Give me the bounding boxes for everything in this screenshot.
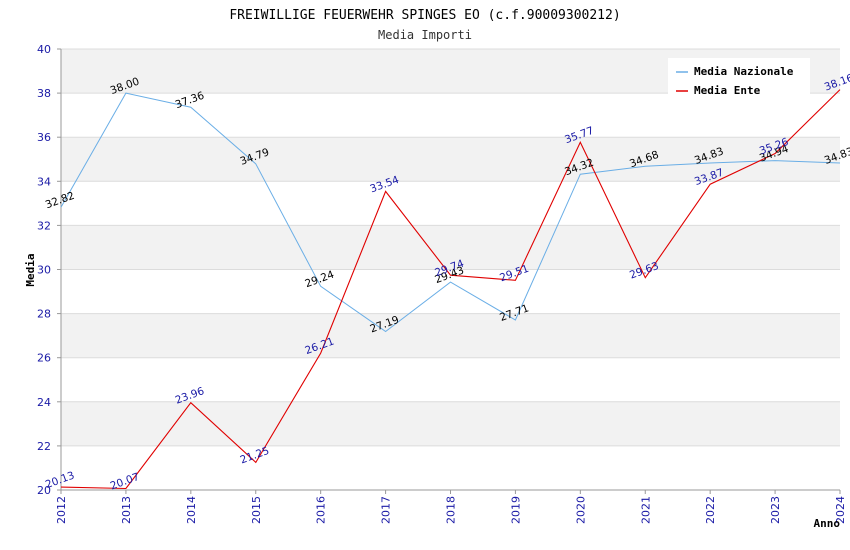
y-tick-label: 28: [37, 308, 51, 321]
y-tick-label: 36: [37, 131, 51, 144]
x-tick-label: 2013: [120, 496, 133, 524]
axes: [57, 48, 841, 494]
y-tick-label: 30: [37, 264, 51, 277]
y-tick-label: 20: [37, 484, 51, 497]
x-tick-label: 2014: [185, 496, 198, 524]
series-line-ente: [60, 89, 841, 490]
y-tick-label: 26: [37, 352, 51, 365]
series-line-nazionale: [60, 92, 841, 333]
x-tick-label: 2022: [704, 496, 717, 524]
x-axis-label: Anno: [814, 517, 841, 530]
chart-title: FREIWILLIGE FEUERWEHR SPINGES EO (c.f.90…: [229, 8, 620, 23]
grid-band: [61, 137, 840, 182]
y-tick-label: 34: [37, 175, 51, 188]
x-tick-label: 2012: [55, 496, 68, 524]
data-label-ente: 21.25: [239, 445, 271, 467]
legend-item-nazionale: Media Nazionale: [694, 65, 794, 78]
x-tick-label: 2021: [639, 496, 652, 524]
x-tick-label: 2017: [380, 496, 393, 524]
x-tick-label: 2019: [509, 496, 522, 524]
grid-band: [61, 225, 840, 270]
legend-item-ente: Media Ente: [694, 84, 761, 97]
x-tick-label: 2016: [315, 496, 328, 524]
x-tick-label: 2023: [769, 496, 782, 524]
y-tick-label: 40: [37, 43, 51, 56]
x-tick-label: 2015: [250, 496, 263, 524]
grid-band: [61, 313, 840, 358]
y-tick-label: 22: [37, 440, 51, 453]
y-axis-label: Media: [24, 253, 37, 286]
legend: Media Nazionale Media Ente: [668, 58, 810, 97]
y-tick-label: 38: [37, 87, 51, 100]
data-label-ente: 20.07: [109, 471, 141, 493]
grid-lines: [61, 48, 840, 491]
grid-bands: [61, 49, 840, 446]
x-tick-label: 2024: [834, 496, 847, 524]
series-lines: [60, 89, 841, 490]
data-label-nazionale: 29.24: [303, 269, 336, 291]
grid-band: [61, 401, 840, 446]
chart-subtitle: Media Importi: [378, 28, 472, 42]
y-tick-label: 32: [37, 219, 51, 232]
y-tick-label: 24: [37, 396, 51, 409]
legend-box: [668, 58, 810, 96]
data-label-nazionale: 32.82: [44, 190, 76, 212]
x-tick-label: 2020: [574, 496, 587, 524]
x-tick-label: 2018: [445, 496, 458, 524]
